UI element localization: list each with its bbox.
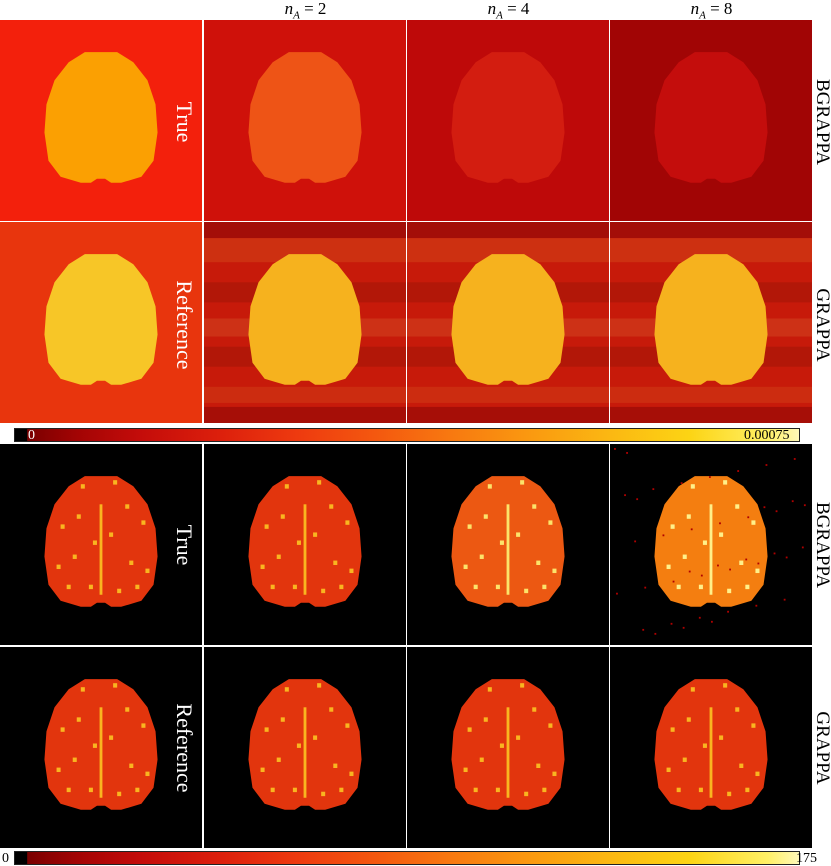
header-eq: = 8 xyxy=(705,0,733,18)
head-region xyxy=(248,254,362,385)
column-header-na8: nA = 8 xyxy=(611,0,812,22)
side-label-grappa: GRAPPA xyxy=(812,288,831,362)
header-sub: A xyxy=(496,9,503,22)
column-header-na4: nA = 4 xyxy=(408,0,609,22)
panel-grappa-na8 xyxy=(610,222,812,423)
panel-true-brain xyxy=(0,444,202,645)
grid-line xyxy=(406,20,407,425)
grid-line xyxy=(609,20,610,425)
colorbar-bottom-max-label: 175 xyxy=(796,851,817,866)
row-label-reference: Reference xyxy=(172,703,197,793)
row-label-reference: Reference xyxy=(172,280,197,370)
panel-bgrappa-na2 xyxy=(204,20,406,221)
header-var: n xyxy=(284,0,294,18)
head-region xyxy=(654,254,768,385)
panel-grappa-brain-na4 xyxy=(407,647,609,848)
panel-true-map xyxy=(0,20,202,221)
colorbar-bottom xyxy=(14,851,800,865)
panel-bgrappa-brain-na8 xyxy=(610,444,812,645)
row-label-true: True xyxy=(172,524,197,566)
colorbar-bottom-min-label: 0 xyxy=(2,851,9,866)
head-region xyxy=(451,52,565,183)
column-header-na2: nA = 2 xyxy=(205,0,406,22)
side-label-bgrappa: BGRAPPA xyxy=(812,502,831,588)
head-region xyxy=(248,52,362,183)
header-sub: A xyxy=(293,9,300,22)
row-label-true: True xyxy=(172,101,197,143)
header-eq: = 2 xyxy=(299,0,327,18)
panel-grappa-na2 xyxy=(204,222,406,423)
panel-bgrappa-brain-na2 xyxy=(204,444,406,645)
panel-grappa-brain-na2 xyxy=(204,647,406,848)
panel-bgrappa-na8 xyxy=(610,20,812,221)
panel-reference-map xyxy=(0,222,202,423)
side-label-bgrappa: BGRAPPA xyxy=(812,79,831,165)
panel-reference-brain xyxy=(0,647,202,848)
side-label-grappa: GRAPPA xyxy=(812,711,831,785)
colorbar-top xyxy=(14,428,800,442)
panel-grappa-brain-na8 xyxy=(610,647,812,848)
header-sub: A xyxy=(699,9,706,22)
colorbar-top-max-label: 0.00075 xyxy=(744,428,790,443)
head-region xyxy=(44,254,158,385)
panel-bgrappa-brain-na4 xyxy=(407,444,609,645)
panel-bgrappa-na4 xyxy=(407,20,609,221)
head-region xyxy=(451,254,565,385)
header-var: n xyxy=(690,0,700,18)
grid-line xyxy=(0,646,812,647)
header-var: n xyxy=(487,0,497,18)
head-region xyxy=(654,52,768,183)
head-region xyxy=(44,52,158,183)
grid-line xyxy=(0,221,812,222)
colorbar-top-min-label: 0 xyxy=(28,428,35,443)
header-eq: = 4 xyxy=(502,0,530,18)
grid-line xyxy=(203,20,204,425)
panel-grappa-na4 xyxy=(407,222,609,423)
